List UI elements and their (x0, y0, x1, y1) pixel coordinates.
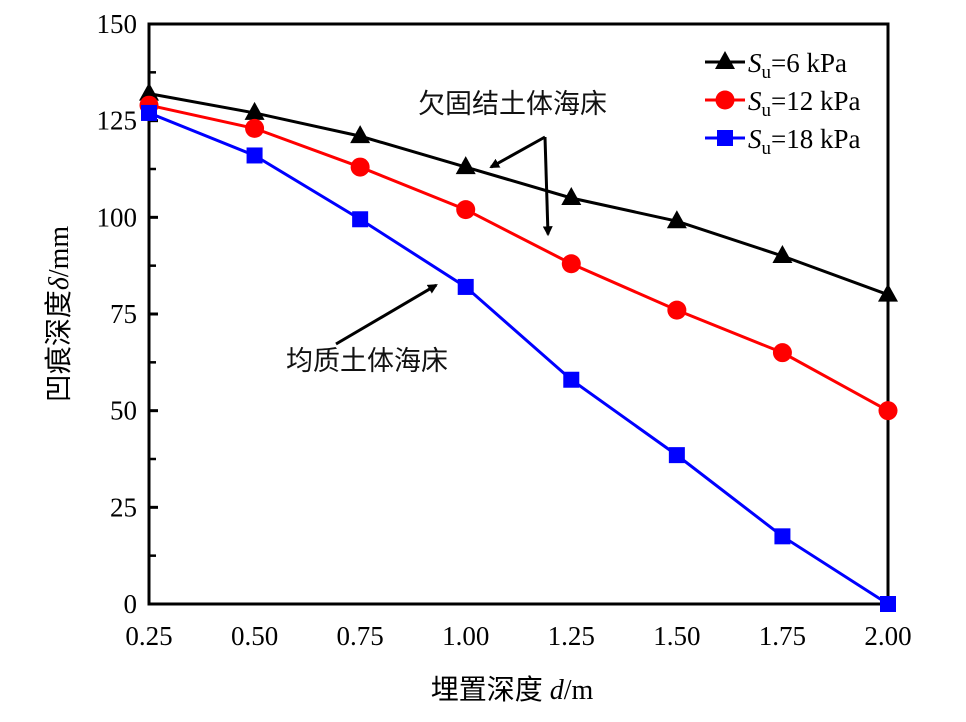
series-line (148, 103, 889, 412)
triangle-marker (772, 245, 793, 263)
triangle-marker (666, 210, 687, 229)
triangle-marker (561, 187, 582, 205)
circle-marker (561, 254, 581, 274)
square-marker (668, 447, 685, 464)
annotation-arrow (335, 283, 438, 346)
x-axis-title: 埋置深度 d/m (431, 674, 594, 706)
x-tick-label: 1.75 (759, 621, 806, 651)
triangle-marker (455, 156, 476, 175)
triangle-marker (350, 125, 371, 144)
square-marker (352, 211, 369, 228)
x-tick-label: 2.00 (864, 621, 911, 651)
circle-marker (667, 300, 687, 320)
annotation-arrow (542, 136, 553, 237)
y-axis-title-prefix: 凹痕深度 (43, 290, 75, 402)
y-axis-title-var: δ (44, 276, 75, 290)
square-marker (563, 371, 580, 388)
annotation-arrow (489, 135, 546, 169)
square-marker (880, 596, 896, 612)
y-axis-title-unit: /mm (44, 226, 75, 278)
series-layer (139, 82, 898, 612)
circle-marker (245, 118, 265, 138)
circle-marker (878, 401, 898, 421)
legend-circle-marker (715, 90, 735, 110)
x-tick-label: 1.00 (442, 621, 489, 651)
x-axis-title-var: d (550, 675, 565, 706)
square-marker (141, 104, 157, 121)
y-tick-label: 50 (110, 396, 137, 426)
triangle-marker (139, 82, 159, 101)
x-axis-title-prefix: 埋置深度 (431, 674, 550, 706)
legend-label: Su=6 kPa (748, 48, 847, 83)
series-line (148, 111, 889, 606)
legend-item: Su=6 kPa (705, 48, 847, 83)
axes: 0 25 50 75 100 125 150 0.25 0.50 0.75 1.00 1.25 1.50… (97, 9, 912, 651)
series-3 (141, 104, 896, 612)
square-marker (246, 147, 263, 164)
circle-marker (350, 157, 370, 177)
x-tick-label: 0.25 (125, 621, 172, 651)
x-tick-label: 1.25 (548, 621, 595, 651)
x-tick-label: 0.75 (337, 621, 384, 651)
series-line (148, 92, 889, 297)
x-axis-title-unit: /m (564, 675, 594, 706)
y-tick-label: 125 (97, 106, 138, 136)
annotation-underconsolidated-label: 欠固结土体海床 (418, 89, 607, 120)
triangle-marker (244, 101, 265, 120)
square-marker (457, 278, 474, 295)
annotation-homogeneous-label: 均质土体海床 (286, 346, 448, 377)
legend-triangle-marker (715, 51, 735, 69)
legend-label: Su=12 kPa (748, 86, 860, 121)
y-tick-label: 25 (110, 492, 137, 522)
square-marker (774, 528, 791, 545)
annotations: 欠固结土体海床 均质土体海床 (286, 89, 607, 377)
y-axis-title: 凹痕深度δ/mm (43, 226, 75, 403)
triangle-marker (878, 283, 898, 302)
y-tick-label: 150 (97, 9, 138, 39)
legend-item: Su=12 kPa (705, 86, 860, 121)
circle-marker (772, 343, 792, 363)
circle-marker (456, 200, 476, 220)
x-tick-label: 0.50 (231, 621, 278, 651)
legend-label: Su=18 kPa (748, 124, 860, 159)
x-tick-label: 1.50 (653, 621, 700, 651)
legend-square-marker (717, 130, 733, 146)
y-tick-label: 100 (97, 202, 138, 232)
legend-item: Su=18 kPa (705, 124, 860, 159)
series-1 (139, 82, 898, 302)
y-tick-label: 0 (124, 589, 138, 619)
y-tick-label: 75 (110, 299, 137, 329)
